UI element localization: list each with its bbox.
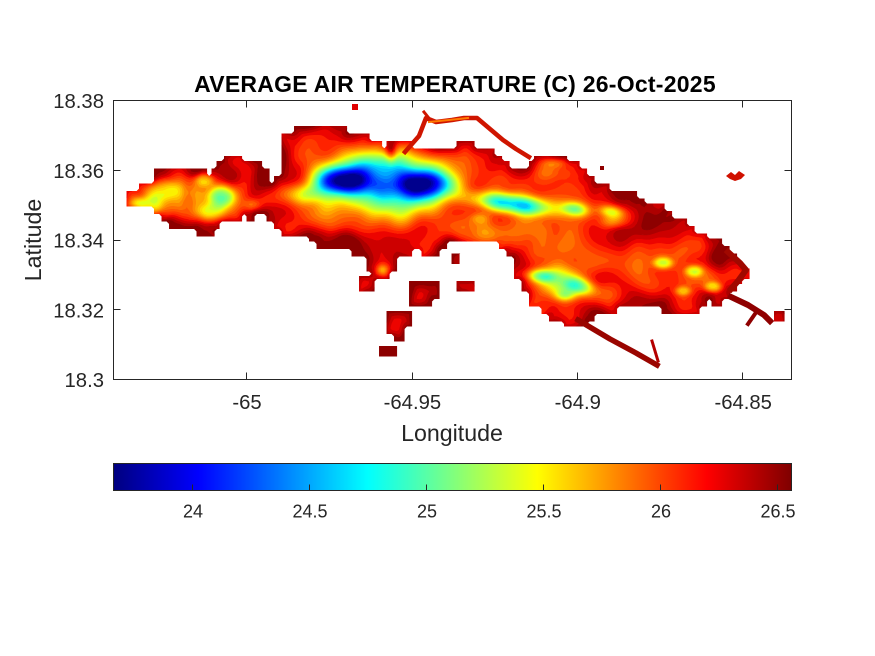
svg-text:26.5: 26.5 <box>760 502 795 522</box>
svg-text:-64.95: -64.95 <box>384 392 442 414</box>
svg-text:24.5: 24.5 <box>292 502 327 522</box>
svg-text:-65: -65 <box>232 392 261 414</box>
svg-text:25.5: 25.5 <box>526 502 561 522</box>
svg-text:18.3: 18.3 <box>65 370 104 392</box>
svg-text:AVERAGE AIR TEMPERATURE (C) 26: AVERAGE AIR TEMPERATURE (C) 26-Oct-2025 <box>194 71 716 97</box>
svg-text:18.38: 18.38 <box>53 91 104 113</box>
svg-text:24: 24 <box>183 502 203 522</box>
svg-text:-64.85: -64.85 <box>714 392 772 414</box>
svg-text:Latitude: Latitude <box>20 199 46 282</box>
svg-text:18.34: 18.34 <box>53 231 104 253</box>
svg-text:Longitude: Longitude <box>401 420 503 446</box>
svg-text:-64.9: -64.9 <box>555 392 601 414</box>
svg-text:18.36: 18.36 <box>53 161 104 183</box>
svg-text:18.32: 18.32 <box>53 300 104 322</box>
svg-text:26: 26 <box>651 502 671 522</box>
svg-text:25: 25 <box>417 502 437 522</box>
